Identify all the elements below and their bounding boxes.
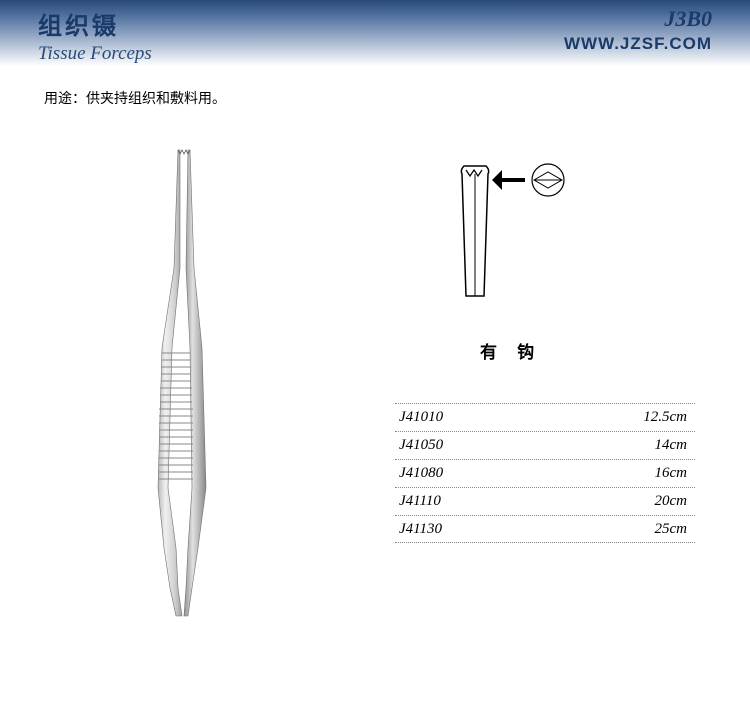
spec-row: J4101012.5cm — [395, 403, 695, 431]
spec-code: J41130 — [395, 521, 505, 538]
spec-code: J41110 — [395, 493, 505, 510]
spec-row: J4113025cm — [395, 515, 695, 543]
spec-size: 20cm — [505, 493, 695, 510]
spec-table: J4101012.5cmJ4105014cmJ4108016cmJ4111020… — [395, 403, 695, 543]
spec-size: 14cm — [505, 437, 695, 454]
spec-size: 12.5cm — [505, 409, 695, 426]
spec-size: 16cm — [505, 465, 695, 482]
usage-desc: 供夹持组织和敷料用。 — [86, 92, 226, 107]
main-content: 有 钩 J4101012.5cmJ4105014cmJ4108016cmJ411… — [0, 138, 750, 698]
website-url: WWW.JZSF.COM — [564, 34, 712, 54]
usage-text: 用途：供夹持组织和敷料用。 — [44, 88, 750, 108]
tip-type-label: 有 钩 — [480, 338, 542, 363]
spec-row: J4105014cm — [395, 431, 695, 459]
spec-size: 25cm — [505, 521, 695, 538]
forceps-illustration — [140, 148, 230, 618]
spec-code: J41050 — [395, 437, 505, 454]
tip-detail-icon — [430, 156, 610, 316]
product-code: J3B0 — [664, 6, 712, 32]
spec-row: J4108016cm — [395, 459, 695, 487]
header-bar: 组织镊 Tissue Forceps J3B0 WWW.JZSF.COM — [0, 0, 750, 66]
spec-row: J4111020cm — [395, 487, 695, 515]
spec-code: J41080 — [395, 465, 505, 482]
usage-label: 用途： — [44, 92, 86, 107]
spec-code: J41010 — [395, 409, 505, 426]
